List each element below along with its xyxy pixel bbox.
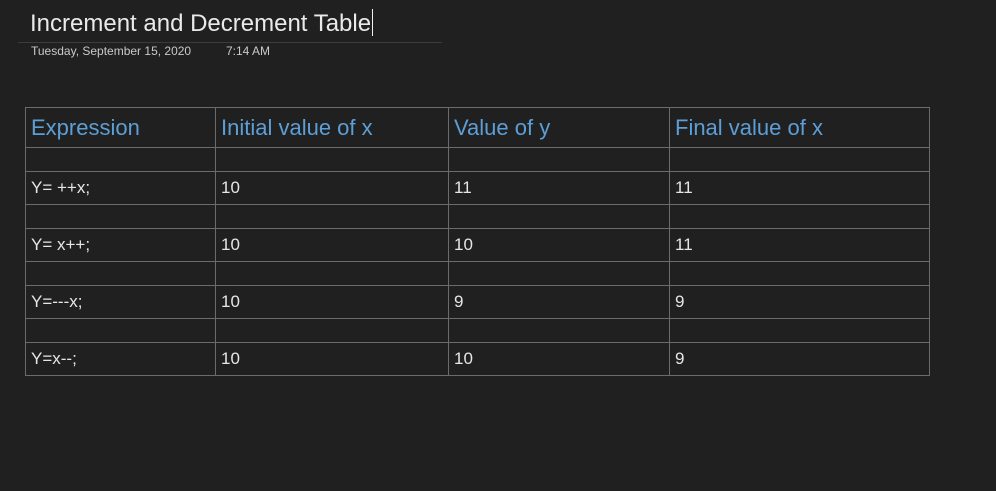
table-empty-row [25, 318, 930, 343]
table-header-row: Expression Initial value of x Value of y… [25, 107, 930, 148]
empty-cell[interactable] [669, 147, 930, 172]
table-row: Y=x--; 10 10 9 [25, 342, 930, 376]
table-cell[interactable]: Y= x++; [25, 228, 216, 262]
table-cell[interactable]: 10 [215, 285, 449, 319]
empty-cell[interactable] [669, 204, 930, 229]
table-row: Y= x++; 10 10 11 [25, 228, 930, 262]
page-title-area[interactable]: Increment and Decrement Table [18, 6, 442, 43]
header-cell-initial-x[interactable]: Initial value of x [215, 107, 449, 148]
empty-cell[interactable] [25, 261, 216, 286]
page-title-text[interactable]: Increment and Decrement Table [30, 10, 372, 37]
table-cell[interactable]: 10 [448, 342, 670, 376]
table-cell[interactable]: Y= ++x; [25, 171, 216, 205]
empty-cell[interactable] [669, 318, 930, 343]
table-cell[interactable]: 9 [448, 285, 670, 319]
table-cell[interactable]: 11 [669, 228, 930, 262]
table-cell[interactable]: 10 [215, 342, 449, 376]
empty-cell[interactable] [215, 147, 449, 172]
increment-decrement-table[interactable]: Expression Initial value of x Value of y… [25, 107, 930, 376]
table-cell[interactable]: Y=x--; [25, 342, 216, 376]
page-title[interactable]: Increment and Decrement Table [30, 9, 374, 39]
table-empty-row [25, 204, 930, 229]
table-cell[interactable]: Y=---x; [25, 285, 216, 319]
page-time: 7:14 AM [226, 44, 271, 58]
empty-cell[interactable] [669, 261, 930, 286]
table-empty-row [25, 147, 930, 172]
table-cell[interactable]: 9 [669, 285, 930, 319]
table-cell[interactable]: 11 [448, 171, 670, 205]
table-cell[interactable]: 10 [215, 171, 449, 205]
table-cell[interactable]: 10 [215, 228, 449, 262]
empty-cell[interactable] [25, 204, 216, 229]
header-cell-value-y[interactable]: Value of y [448, 107, 670, 148]
table-empty-row [25, 261, 930, 286]
empty-cell[interactable] [448, 261, 670, 286]
page-date: Tuesday, September 15, 2020 [31, 44, 192, 58]
table-cell[interactable]: 9 [669, 342, 930, 376]
table-row: Y=---x; 10 9 9 [25, 285, 930, 319]
empty-cell[interactable] [215, 204, 449, 229]
header-cell-final-x[interactable]: Final value of x [669, 107, 930, 148]
empty-cell[interactable] [448, 318, 670, 343]
table-row: Y= ++x; 10 11 11 [25, 171, 930, 205]
text-cursor [372, 9, 374, 36]
table-cell[interactable]: 11 [669, 171, 930, 205]
table-cell[interactable]: 10 [448, 228, 670, 262]
empty-cell[interactable] [25, 147, 216, 172]
empty-cell[interactable] [448, 204, 670, 229]
empty-cell[interactable] [215, 261, 449, 286]
empty-cell[interactable] [215, 318, 449, 343]
header-cell-expression[interactable]: Expression [25, 107, 216, 148]
empty-cell[interactable] [448, 147, 670, 172]
empty-cell[interactable] [25, 318, 216, 343]
